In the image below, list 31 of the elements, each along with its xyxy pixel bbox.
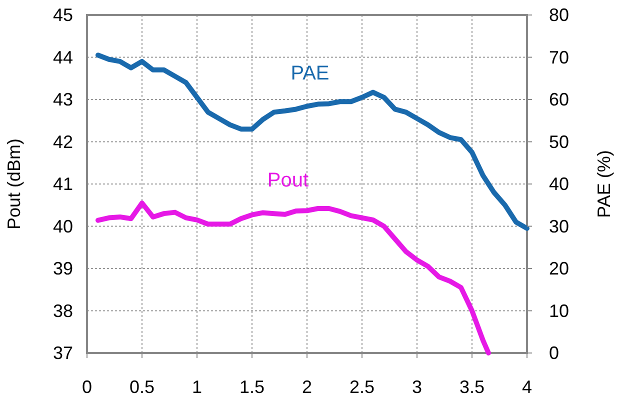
y2-tick-label: 80 — [549, 5, 570, 25]
y2-tick-label: 60 — [549, 90, 570, 110]
series-label: PAE — [290, 62, 330, 85]
y2-tick-label: 50 — [549, 132, 570, 152]
y-tick-label: 45 — [52, 5, 73, 25]
y-tick-label: 37 — [52, 343, 73, 363]
x-tick-label: 4 — [522, 377, 532, 397]
y2-tick-label: 10 — [549, 300, 570, 321]
y2-axis-title: PAE (%) — [594, 150, 614, 218]
y2-tick-label: 30 — [549, 216, 570, 236]
x-tick-label: 0 — [82, 377, 92, 397]
series-label: Pout — [267, 170, 310, 192]
x-tick-label: 1.5 — [239, 377, 265, 397]
x-tick-label: 3 — [412, 377, 422, 397]
y-tick-label: 38 — [52, 300, 73, 321]
y-tick-label: 40 — [52, 216, 73, 236]
y2-tick-label: 0 — [549, 343, 560, 363]
y2-tick-label: 40 — [549, 174, 570, 194]
x-tick-label: 1 — [192, 377, 202, 397]
y2-tick-label: 20 — [549, 258, 570, 278]
y-tick-label: 39 — [52, 258, 73, 278]
x-tick-label: 2 — [302, 377, 312, 397]
y-tick-label: 42 — [52, 132, 73, 152]
y-tick-label: 44 — [52, 47, 73, 68]
x-tick-label: 2.5 — [349, 377, 375, 397]
x-tick-label: 0.5 — [129, 377, 155, 397]
x-tick-label: 3.5 — [459, 377, 485, 397]
y-axis-title: Pout (dBm) — [4, 138, 24, 230]
y-tick-label: 43 — [52, 90, 73, 110]
y2-tick-label: 70 — [549, 47, 570, 68]
y-tick-label: 41 — [52, 174, 73, 194]
